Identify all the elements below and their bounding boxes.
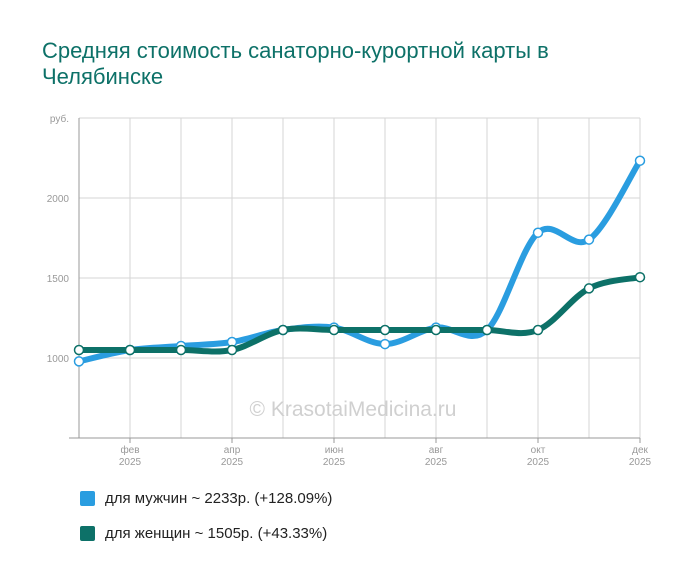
- x-tick-year: 2025: [119, 457, 142, 468]
- series-line: [76, 274, 643, 355]
- data-point: [277, 324, 289, 336]
- legend-swatch-men: [80, 491, 95, 506]
- x-tick-year: 2025: [323, 457, 346, 468]
- data-point: [226, 344, 238, 356]
- data-point: [379, 324, 391, 336]
- series-women: [73, 271, 646, 356]
- data-point: [73, 344, 85, 356]
- data-point: [481, 324, 493, 336]
- series-men: [73, 155, 646, 367]
- data-point: [73, 356, 85, 367]
- data-point: [634, 271, 646, 283]
- x-tick-year: 2025: [527, 457, 550, 468]
- data-point: [124, 344, 136, 356]
- data-point: [175, 344, 187, 356]
- x-tick-label: окт: [531, 445, 546, 456]
- x-tick-label: июн: [325, 445, 344, 456]
- y-axis-label: руб.: [50, 113, 69, 125]
- chart-title: Средняя стоимость санаторно-курортной ка…: [42, 38, 549, 89]
- data-point: [583, 234, 595, 245]
- y-tick-label: 1500: [47, 274, 70, 285]
- x-tick-year: 2025: [629, 457, 652, 468]
- legend-item-women[interactable]: для женщин ~ 1505р. (+43.33%): [80, 525, 327, 542]
- data-point: [532, 227, 544, 238]
- x-tick-label: авг: [429, 445, 444, 456]
- data-point: [532, 324, 544, 336]
- legend-swatch-women: [80, 526, 95, 541]
- x-tick-label: дек: [632, 445, 648, 456]
- data-point: [583, 283, 595, 294]
- x-tick-year: 2025: [221, 457, 244, 468]
- data-point: [328, 324, 340, 336]
- x-tick-year: 2025: [425, 457, 448, 468]
- data-point: [634, 155, 646, 166]
- y-tick-label: 2000: [47, 194, 70, 205]
- y-tick-label: 1000: [47, 354, 70, 365]
- legend-label-men: для мужчин ~ 2233р. (+128.09%): [105, 490, 333, 507]
- watermark: © KrasotaiMedicina.ru: [250, 398, 457, 421]
- legend-item-men[interactable]: для мужчин ~ 2233р. (+128.09%): [80, 490, 332, 507]
- legend-label-women: для женщин ~ 1505р. (+43.33%): [105, 525, 328, 542]
- x-tick-label: фев: [120, 444, 139, 456]
- data-point: [379, 338, 391, 350]
- data-point: [430, 324, 442, 336]
- x-tick-label: апр: [224, 445, 241, 456]
